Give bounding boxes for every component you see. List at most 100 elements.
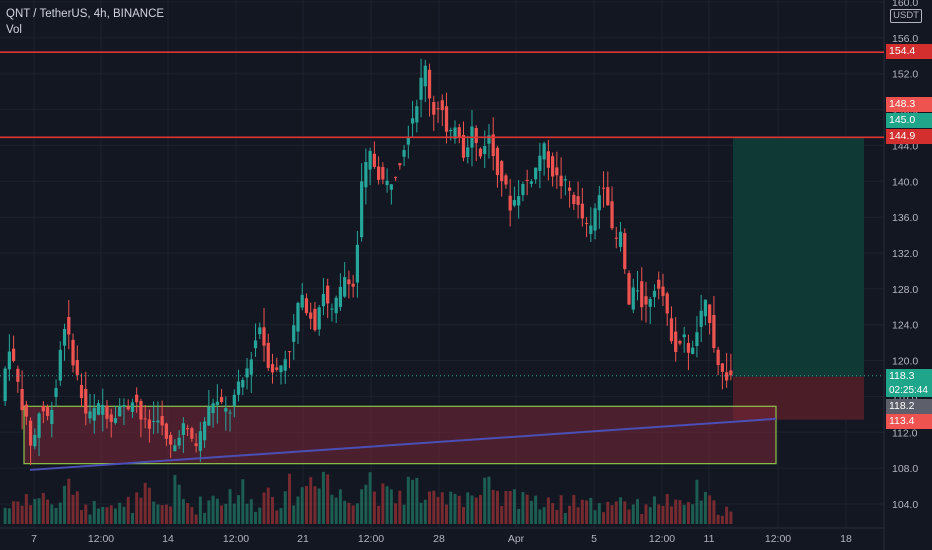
- volume-bar: [453, 493, 457, 524]
- volume-bar: [470, 495, 474, 524]
- volume-bar: [258, 507, 262, 524]
- candle-body: [678, 341, 682, 344]
- volume-bar: [428, 491, 432, 524]
- candle-body: [152, 420, 156, 422]
- candle-body: [606, 187, 610, 206]
- volume-bar: [504, 491, 508, 524]
- volume-bar: [631, 504, 635, 524]
- candle-body: [525, 179, 529, 181]
- volume-bar: [271, 496, 274, 524]
- volume-bar: [555, 509, 559, 524]
- volume-bar: [224, 503, 228, 524]
- x-tick-label: 11: [704, 533, 715, 545]
- volume-bar: [105, 507, 109, 524]
- volume-bar: [699, 500, 703, 524]
- candle-body: [194, 443, 198, 446]
- candle-body: [211, 403, 215, 414]
- volume-bar: [517, 508, 521, 524]
- candle-body: [691, 347, 695, 354]
- currency-badge[interactable]: USDT: [890, 9, 922, 23]
- candle-body: [627, 273, 631, 305]
- volume-bar: [406, 476, 410, 524]
- candle-body: [534, 167, 538, 180]
- candle-body: [393, 176, 398, 178]
- candle-body: [96, 403, 101, 415]
- volume-bar: [466, 492, 470, 524]
- candle-body: [712, 314, 716, 349]
- candle-body: [224, 408, 228, 412]
- volume-bar: [394, 503, 398, 524]
- price-tag-entry: 118.2: [886, 399, 932, 414]
- candle-body: [584, 223, 589, 225]
- y-tick-label: 152.0: [892, 69, 918, 81]
- volume-bar: [478, 495, 482, 524]
- volume-bar: [606, 501, 610, 524]
- volume-bar: [538, 509, 542, 524]
- candle-body: [113, 417, 118, 423]
- candle-body: [674, 331, 678, 352]
- volume-bar: [97, 508, 100, 524]
- volume-bar: [254, 511, 258, 524]
- candle-body: [614, 237, 618, 239]
- candle-body: [725, 372, 729, 381]
- volume-bar: [343, 500, 347, 524]
- volume-bar: [50, 504, 54, 524]
- volume-bar: [521, 492, 525, 524]
- candle-body: [729, 370, 733, 376]
- candle-body: [253, 340, 258, 349]
- candle-body: [640, 281, 644, 308]
- volume-bar: [602, 512, 606, 524]
- volume-bar: [627, 509, 631, 524]
- volume-bar: [610, 505, 614, 524]
- volume-bar: [330, 494, 334, 524]
- volume-bar: [652, 496, 656, 524]
- volume-bar: [262, 492, 266, 524]
- volume-bar: [674, 499, 678, 524]
- volume-bar: [525, 494, 529, 524]
- symbol-title[interactable]: QNT / TetherUS, 4h, BINANCE: [6, 8, 165, 20]
- candle-body: [436, 108, 440, 110]
- candle-body: [139, 401, 143, 420]
- volume-bar: [283, 491, 287, 524]
- volume-bar: [279, 508, 283, 524]
- volume-bar: [228, 489, 232, 524]
- candle-body: [105, 405, 109, 419]
- price-tag-last-red: 148.3: [886, 97, 932, 112]
- volume-bar: [678, 500, 682, 524]
- volume-bar: [211, 495, 215, 524]
- volume-bar: [377, 505, 381, 524]
- candle-body: [109, 414, 113, 422]
- volume-bar: [445, 504, 449, 524]
- volume-bar: [542, 507, 546, 524]
- candle-body: [275, 367, 279, 370]
- volume-bar: [207, 500, 211, 524]
- volume-bar: [118, 502, 122, 524]
- volume-bar: [500, 505, 504, 524]
- candle-body: [270, 364, 275, 373]
- position-profit-zone: [733, 137, 864, 377]
- candle-body: [249, 359, 253, 375]
- volume-bar: [508, 491, 512, 524]
- volume-label[interactable]: Vol: [6, 24, 22, 36]
- volume-bar: [695, 479, 699, 524]
- volume-bar: [636, 499, 639, 524]
- candle-body: [11, 348, 16, 361]
- candle-body: [75, 360, 79, 376]
- volume-bar: [411, 479, 415, 524]
- candle-body: [546, 151, 550, 168]
- candle-body: [563, 179, 567, 181]
- candle-body: [135, 394, 139, 403]
- volume-bar: [75, 491, 79, 524]
- volume-bar: [220, 505, 224, 524]
- candle-body: [296, 302, 300, 332]
- candle-body: [555, 167, 559, 176]
- price-tag-current: 118.3: [886, 369, 932, 384]
- candle-body: [58, 349, 62, 381]
- x-tick-label: 14: [162, 533, 174, 545]
- volume-bar: [665, 494, 669, 524]
- volume-bar: [669, 506, 673, 524]
- candle-body: [24, 404, 28, 417]
- volume-bar: [495, 490, 499, 524]
- candle-body: [126, 406, 130, 410]
